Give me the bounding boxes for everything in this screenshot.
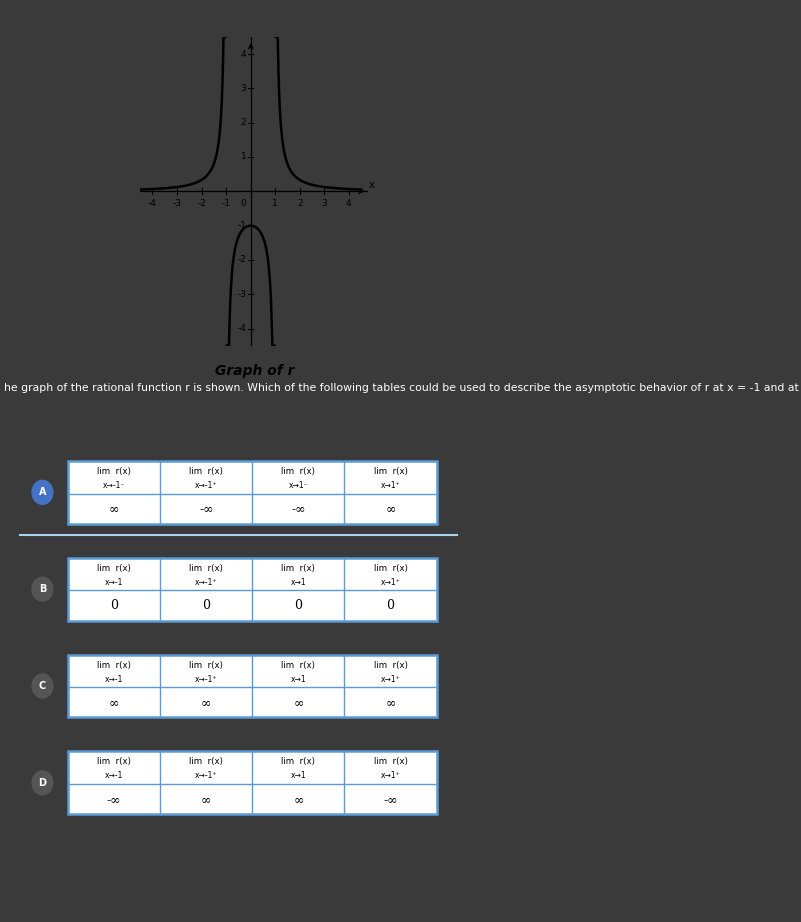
Text: -∞: -∞ bbox=[107, 793, 122, 806]
Text: -∞: -∞ bbox=[199, 502, 214, 515]
Text: lim  r(x): lim r(x) bbox=[97, 757, 131, 766]
Text: 0: 0 bbox=[240, 199, 246, 207]
Text: -3: -3 bbox=[237, 290, 246, 299]
Text: x→1: x→1 bbox=[291, 578, 306, 586]
Text: 4: 4 bbox=[240, 50, 246, 58]
Text: x→1: x→1 bbox=[291, 675, 306, 683]
Text: x→-1: x→-1 bbox=[105, 578, 123, 586]
Text: he graph of the rational function r is shown. Which of the following tables coul: he graph of the rational function r is s… bbox=[4, 383, 801, 393]
Text: lim  r(x): lim r(x) bbox=[373, 660, 408, 669]
Text: x: x bbox=[369, 180, 375, 190]
Text: ∞: ∞ bbox=[385, 696, 396, 709]
Text: x→-1⁺: x→-1⁺ bbox=[195, 578, 218, 586]
Text: 2: 2 bbox=[240, 118, 246, 127]
Text: 3: 3 bbox=[240, 84, 246, 93]
Text: 0: 0 bbox=[387, 599, 394, 612]
Text: -2: -2 bbox=[197, 199, 206, 207]
Text: x→1⁺: x→1⁺ bbox=[380, 481, 400, 490]
Text: ∞: ∞ bbox=[293, 793, 304, 806]
Text: -1: -1 bbox=[237, 221, 246, 230]
Text: x→-1: x→-1 bbox=[105, 675, 123, 683]
Text: x→1⁺: x→1⁺ bbox=[380, 675, 400, 683]
Text: x→-1⁺: x→-1⁺ bbox=[195, 675, 218, 683]
Text: ∞: ∞ bbox=[385, 502, 396, 515]
Text: lim  r(x): lim r(x) bbox=[189, 467, 223, 476]
Text: lim  r(x): lim r(x) bbox=[373, 757, 408, 766]
Text: x→-1⁻: x→-1⁻ bbox=[103, 481, 125, 490]
Text: 4: 4 bbox=[346, 199, 352, 207]
Text: x→1⁺: x→1⁺ bbox=[380, 772, 400, 780]
Text: Graph of r: Graph of r bbox=[215, 364, 294, 378]
Text: x→1⁻: x→1⁻ bbox=[288, 481, 308, 490]
Text: ∞: ∞ bbox=[109, 696, 119, 709]
Text: x→-1⁺: x→-1⁺ bbox=[195, 481, 218, 490]
Text: -4: -4 bbox=[148, 199, 157, 207]
Text: B: B bbox=[38, 585, 46, 594]
Text: ∞: ∞ bbox=[293, 696, 304, 709]
Text: lim  r(x): lim r(x) bbox=[373, 467, 408, 476]
Text: 1: 1 bbox=[272, 199, 278, 207]
Text: -∞: -∞ bbox=[383, 793, 398, 806]
Text: lim  r(x): lim r(x) bbox=[97, 660, 131, 669]
Text: x→1: x→1 bbox=[291, 772, 306, 780]
Text: lim  r(x): lim r(x) bbox=[281, 563, 316, 573]
Text: lim  r(x): lim r(x) bbox=[373, 563, 408, 573]
Text: A: A bbox=[38, 488, 46, 497]
Text: ∞: ∞ bbox=[201, 696, 211, 709]
Text: ∞: ∞ bbox=[109, 502, 119, 515]
Text: -1: -1 bbox=[222, 199, 231, 207]
Text: -∞: -∞ bbox=[291, 502, 306, 515]
Text: lim  r(x): lim r(x) bbox=[189, 563, 223, 573]
Text: x→-1⁺: x→-1⁺ bbox=[195, 772, 218, 780]
Text: 2: 2 bbox=[297, 199, 303, 207]
Text: 0: 0 bbox=[295, 599, 302, 612]
Text: lim  r(x): lim r(x) bbox=[281, 660, 316, 669]
Text: x→-1: x→-1 bbox=[105, 772, 123, 780]
Text: 0: 0 bbox=[111, 599, 118, 612]
Text: 0: 0 bbox=[203, 599, 210, 612]
Text: lim  r(x): lim r(x) bbox=[189, 660, 223, 669]
Text: lim  r(x): lim r(x) bbox=[97, 467, 131, 476]
Text: 1: 1 bbox=[240, 152, 246, 161]
Text: lim  r(x): lim r(x) bbox=[281, 467, 316, 476]
Text: -3: -3 bbox=[172, 199, 182, 207]
Text: ∞: ∞ bbox=[201, 793, 211, 806]
Text: x→1⁺: x→1⁺ bbox=[380, 578, 400, 586]
Text: lim  r(x): lim r(x) bbox=[281, 757, 316, 766]
Text: -4: -4 bbox=[237, 325, 246, 333]
Text: D: D bbox=[38, 778, 46, 787]
Text: C: C bbox=[38, 681, 46, 691]
Text: -2: -2 bbox=[237, 255, 246, 265]
Text: lim  r(x): lim r(x) bbox=[97, 563, 131, 573]
Text: lim  r(x): lim r(x) bbox=[189, 757, 223, 766]
Text: 3: 3 bbox=[321, 199, 327, 207]
